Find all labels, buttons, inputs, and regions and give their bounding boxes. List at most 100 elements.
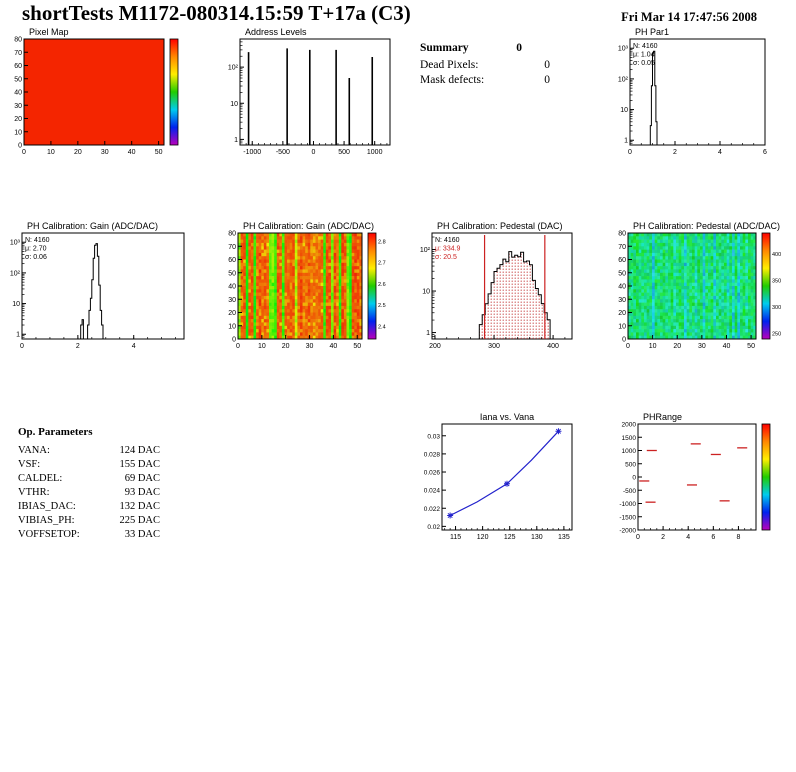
svg-text:50: 50 bbox=[14, 76, 22, 83]
svg-text:10: 10 bbox=[14, 129, 22, 136]
svg-text:Pixel Map: Pixel Map bbox=[29, 27, 69, 37]
svg-text:2.8: 2.8 bbox=[378, 239, 386, 245]
svg-text:60: 60 bbox=[14, 63, 22, 70]
op-value: 93 DAC bbox=[124, 487, 160, 498]
svg-text:30: 30 bbox=[618, 297, 626, 304]
svg-text:50: 50 bbox=[155, 149, 163, 156]
svg-text:20: 20 bbox=[673, 343, 681, 350]
svg-text:40: 40 bbox=[228, 284, 236, 291]
svg-text:20: 20 bbox=[618, 310, 626, 317]
svg-text:70: 70 bbox=[228, 244, 236, 251]
svg-text:2: 2 bbox=[76, 343, 80, 350]
svg-text:50: 50 bbox=[228, 270, 236, 277]
svg-text:50: 50 bbox=[747, 343, 755, 350]
svg-text:135: 135 bbox=[558, 534, 570, 541]
op-row-vsf: VSF: 155 DAC bbox=[18, 459, 160, 470]
timestamp: Fri Mar 14 17:47:56 2008 bbox=[621, 10, 757, 24]
svg-text:10: 10 bbox=[258, 343, 266, 350]
svg-text:10²: 10² bbox=[618, 76, 629, 83]
op-row-vthr: VTHR: 93 DAC bbox=[18, 487, 160, 498]
svg-text:0.022: 0.022 bbox=[424, 506, 441, 513]
svg-text:σ: 0.05: σ: 0.05 bbox=[633, 60, 655, 67]
svg-text:10³: 10³ bbox=[618, 46, 629, 53]
svg-text:10²: 10² bbox=[228, 65, 239, 72]
svg-text:Iana vs. Vana: Iana vs. Vana bbox=[480, 412, 534, 422]
svg-text:0: 0 bbox=[626, 343, 630, 350]
summary-row-label: Mask defects: bbox=[420, 74, 485, 86]
op-row-vana: VANA: 124 DAC bbox=[18, 445, 160, 456]
svg-text:500: 500 bbox=[338, 149, 350, 156]
svg-text:N: 4160: N: 4160 bbox=[633, 43, 658, 50]
svg-text:400: 400 bbox=[772, 252, 781, 258]
op-parameters-title: Op. Parameters bbox=[18, 426, 93, 438]
svg-text:80: 80 bbox=[618, 231, 626, 238]
svg-text:10: 10 bbox=[230, 101, 238, 108]
svg-text:10: 10 bbox=[422, 289, 430, 296]
op-value: 132 DAC bbox=[119, 501, 160, 512]
svg-text:350: 350 bbox=[772, 279, 781, 285]
svg-text:2: 2 bbox=[661, 534, 665, 541]
op-row-caldel: CALDEL: 69 DAC bbox=[18, 473, 160, 484]
op-parameters-panel: Op. Parameters VANA: 124 DAC VSF: 155 DA… bbox=[18, 426, 160, 543]
svg-text:-1500: -1500 bbox=[619, 514, 636, 521]
svg-text:0: 0 bbox=[312, 149, 316, 156]
svg-text:0.026: 0.026 bbox=[424, 470, 441, 477]
op-value: 124 DAC bbox=[119, 445, 160, 456]
op-label: VTHR: bbox=[18, 487, 50, 498]
svg-text:6: 6 bbox=[711, 534, 715, 541]
svg-text:10: 10 bbox=[649, 343, 657, 350]
svg-text:130: 130 bbox=[531, 534, 543, 541]
svg-text:40: 40 bbox=[329, 343, 337, 350]
svg-text:30: 30 bbox=[306, 343, 314, 350]
pedestal-map-chart: PH Calibration: Pedestal (ADC/DAC) 0 10 20 3… bbox=[608, 220, 794, 354]
svg-text:300: 300 bbox=[488, 343, 500, 350]
address-levels-chart: Address Levels -1000 -500 0 500 1000 1 10 10² bbox=[222, 26, 398, 160]
summary-row-value: 0 bbox=[544, 59, 550, 71]
svg-text:40: 40 bbox=[14, 90, 22, 97]
svg-text:1000: 1000 bbox=[622, 448, 637, 455]
op-label: CALDEL: bbox=[18, 473, 63, 484]
op-value: 155 DAC bbox=[119, 459, 160, 470]
svg-text:10: 10 bbox=[620, 107, 628, 114]
svg-text:0: 0 bbox=[236, 343, 240, 350]
svg-text:20: 20 bbox=[74, 149, 82, 156]
svg-text:6: 6 bbox=[763, 149, 767, 156]
svg-text:PH Par1: PH Par1 bbox=[635, 27, 669, 37]
svg-text:50: 50 bbox=[618, 270, 626, 277]
svg-text:μ: 2.70: μ: 2.70 bbox=[25, 246, 47, 253]
svg-text:-2000: -2000 bbox=[619, 528, 636, 535]
svg-text:1500: 1500 bbox=[622, 435, 637, 442]
op-value: 225 DAC bbox=[119, 515, 160, 526]
ph-range-chart: PHRange 0 2 4 6 8 2000 1500 1000 500 0 -500 -1000 -15… bbox=[608, 410, 794, 546]
svg-text:40: 40 bbox=[618, 284, 626, 291]
svg-text:1: 1 bbox=[16, 332, 20, 339]
svg-text:2: 2 bbox=[673, 149, 677, 156]
svg-text:N: 4160: N: 4160 bbox=[435, 237, 460, 244]
svg-text:μ: 1.04: μ: 1.04 bbox=[633, 52, 655, 59]
svg-text:10: 10 bbox=[228, 323, 236, 330]
svg-text:30: 30 bbox=[698, 343, 706, 350]
svg-text:40: 40 bbox=[723, 343, 731, 350]
svg-text:0: 0 bbox=[18, 143, 22, 150]
op-value: 33 DAC bbox=[124, 529, 160, 540]
summary-title: Summary bbox=[420, 42, 469, 54]
op-value: 69 DAC bbox=[124, 473, 160, 484]
op-label: IBIAS_DAC: bbox=[18, 501, 76, 512]
op-label: VOFFSETOP: bbox=[18, 529, 80, 540]
svg-text:80: 80 bbox=[14, 37, 22, 44]
svg-text:4: 4 bbox=[686, 534, 690, 541]
svg-text:μ: 334.9: μ: 334.9 bbox=[435, 246, 461, 253]
op-row-voffsetop: VOFFSETOP: 33 DAC bbox=[18, 529, 160, 540]
op-label: VIBIAS_PH: bbox=[18, 515, 75, 526]
svg-text:115: 115 bbox=[450, 534, 461, 541]
svg-text:2000: 2000 bbox=[622, 422, 637, 429]
svg-text:-500: -500 bbox=[623, 488, 636, 495]
pedestal-histogram-chart: PH Calibration: Pedestal (DAC) 200 300 400 1… bbox=[412, 220, 580, 354]
svg-text:1: 1 bbox=[624, 138, 628, 145]
svg-text:PH Calibration: Pedestal (DAC): PH Calibration: Pedestal (DAC) bbox=[437, 221, 563, 231]
svg-text:70: 70 bbox=[618, 244, 626, 251]
svg-text:30: 30 bbox=[14, 103, 22, 110]
svg-text:2.5: 2.5 bbox=[378, 303, 386, 309]
gain_map-svg: PH Calibration: Gain (ADC/DAC) 0 10 20 30 40 5… bbox=[228, 221, 386, 350]
svg-text:125: 125 bbox=[504, 534, 516, 541]
